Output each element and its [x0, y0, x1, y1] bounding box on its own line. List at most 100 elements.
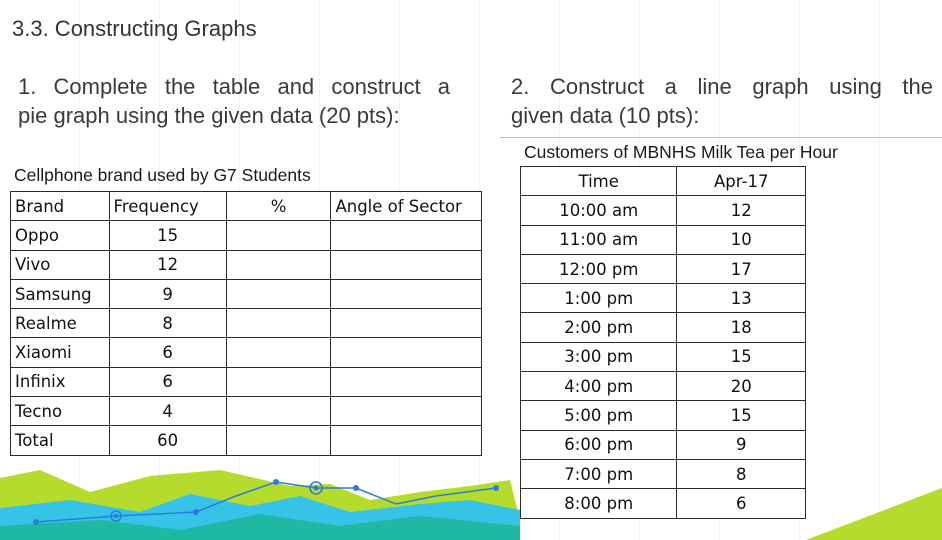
brand-cell: Samsung	[10, 278, 110, 310]
angle-cell-empty[interactable]	[330, 396, 482, 427]
table-header-row: Brand Frequency % Angle of Sector	[10, 190, 482, 222]
table-row: 1:00 pm 13	[519, 283, 806, 314]
time-cell: 10:00 am	[519, 195, 678, 226]
time-cell: 2:00 pm	[519, 312, 678, 343]
section-title: 3.3. Constructing Graphs	[12, 16, 257, 41]
time-cell: 1:00 pm	[519, 283, 678, 314]
table-row: 11:00 am 10	[519, 224, 806, 255]
deco-dot	[33, 519, 39, 525]
percent-cell-empty[interactable]	[225, 249, 332, 280]
angle-cell-empty[interactable]	[330, 220, 482, 251]
percent-cell-empty[interactable]	[225, 220, 332, 251]
percent-cell-empty[interactable]	[225, 337, 332, 368]
deco-dot	[114, 514, 118, 518]
time-cell: 12:00 pm	[519, 253, 678, 285]
value-cell: 17	[676, 253, 806, 285]
table-row: Samsung 9	[10, 278, 482, 310]
angle-cell-empty[interactable]	[330, 308, 482, 339]
table-row: Tecno 4	[10, 396, 482, 427]
percent-cell-empty[interactable]	[225, 425, 332, 456]
deco-dot	[309, 481, 323, 495]
angle-cell-empty[interactable]	[330, 366, 482, 398]
header-cell-date: Apr-17	[676, 165, 806, 197]
percent-cell-empty[interactable]	[225, 278, 332, 310]
frequency-cell: 6	[108, 366, 227, 398]
table-row: 4:00 pm 20	[519, 371, 806, 402]
deco-wave-right	[806, 488, 942, 540]
frequency-cell: 9	[108, 278, 227, 310]
time-cell: 4:00 pm	[519, 371, 678, 402]
brand-cell: Realme	[10, 308, 110, 339]
time-cell: 8:00 pm	[519, 488, 678, 519]
header-cell-time: Time	[519, 165, 678, 197]
frequency-cell: 8	[108, 308, 227, 339]
deco-line	[35, 481, 497, 523]
table-row: Xiaomi 6	[10, 337, 482, 368]
percent-cell-empty[interactable]	[225, 308, 332, 339]
deco-wave-teal	[0, 514, 520, 540]
time-cell: 5:00 pm	[519, 400, 678, 431]
brand-cell: Infinix	[10, 366, 110, 398]
cellphone-brand-table: Brand Frequency % Angle of Sector Oppo 1…	[10, 190, 482, 456]
brand-cell: Xiaomi	[10, 337, 110, 368]
milk-tea-customers-table: Time Apr-17 10:00 am 12 11:00 am 10 12:0…	[519, 165, 806, 519]
table-row: 5:00 pm 15	[519, 400, 806, 431]
brand-cell: Total	[10, 425, 110, 456]
brand-cell: Oppo	[10, 220, 110, 251]
value-cell: 15	[676, 341, 806, 373]
table-row: Vivo 12	[10, 249, 482, 280]
table-row: 2:00 pm 18	[519, 312, 806, 343]
table-row: 12:00 pm 17	[519, 253, 806, 285]
deco-dot	[110, 510, 122, 522]
frequency-cell: 60	[108, 425, 227, 456]
instruction-line: 1. Complete the table and construct a	[18, 74, 450, 99]
value-cell: 9	[676, 429, 806, 460]
deco-dot	[273, 479, 279, 485]
time-cell: 6:00 pm	[519, 429, 678, 460]
angle-cell-empty[interactable]	[330, 425, 482, 456]
value-cell: 15	[676, 400, 806, 431]
deco-dot	[493, 485, 499, 491]
percent-cell-empty[interactable]	[225, 366, 332, 398]
value-cell: 12	[676, 195, 806, 226]
table-row: Realme 8	[10, 308, 482, 339]
angle-cell-empty[interactable]	[330, 337, 482, 368]
divider-line	[500, 137, 942, 138]
table-row: Oppo 15	[10, 220, 482, 251]
table-row: 6:00 pm 9	[519, 429, 806, 460]
frequency-cell: 6	[108, 337, 227, 368]
value-cell: 18	[676, 312, 806, 343]
instruction-line: pie graph using the given data (20 pts):	[18, 103, 400, 128]
instruction-line-graph: 2. Construct a line graph using the give…	[511, 72, 933, 130]
deco-dot	[193, 509, 199, 515]
instruction-line: given data (10 pts):	[511, 103, 700, 128]
table-row: 7:00 pm 8	[519, 458, 806, 490]
time-cell: 7:00 pm	[519, 458, 678, 490]
value-cell: 6	[676, 488, 806, 519]
value-cell: 8	[676, 458, 806, 490]
header-cell-angle: Angle of Sector	[330, 190, 482, 222]
value-cell: 10	[676, 224, 806, 255]
instruction-pie-graph: 1. Complete the table and construct a pi…	[18, 72, 450, 130]
brand-cell: Tecno	[10, 396, 110, 427]
time-cell: 3:00 pm	[519, 341, 678, 373]
header-cell-frequency: Frequency	[108, 190, 227, 222]
deco-dot	[353, 485, 359, 491]
header-cell-brand: Brand	[10, 190, 110, 222]
table-row: 8:00 pm 6	[519, 488, 806, 519]
header-cell-percent: %	[225, 190, 332, 222]
frequency-cell: 15	[108, 220, 227, 251]
angle-cell-empty[interactable]	[330, 278, 482, 310]
deco-dot	[313, 485, 319, 491]
cellphone-table-caption: Cellphone brand used by G7 Students	[14, 165, 311, 185]
value-cell: 20	[676, 371, 806, 402]
angle-cell-empty[interactable]	[330, 249, 482, 280]
brand-cell: Vivo	[10, 249, 110, 280]
milk-tea-table-caption: Customers of MBNHS Milk Tea per Hour	[524, 142, 838, 162]
percent-cell-empty[interactable]	[225, 396, 332, 427]
table-row-total: Total 60	[10, 425, 482, 456]
instruction-line: 2. Construct a line graph using the	[511, 74, 933, 99]
table-header-row: Time Apr-17	[519, 165, 806, 197]
frequency-cell: 12	[108, 249, 227, 280]
